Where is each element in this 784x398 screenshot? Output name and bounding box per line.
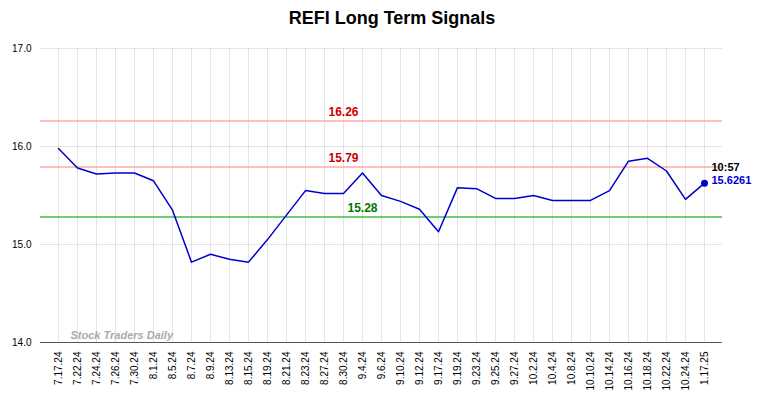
svg-text:8.15.24: 8.15.24	[243, 351, 254, 385]
svg-text:8.9.24: 8.9.24	[205, 351, 216, 379]
svg-text:9.17.24: 9.17.24	[433, 351, 444, 385]
svg-text:8.30.24: 8.30.24	[338, 351, 349, 385]
svg-text:9.12.24: 9.12.24	[414, 351, 425, 385]
svg-text:9.4.24: 9.4.24	[357, 351, 368, 379]
svg-text:7.22.24: 7.22.24	[72, 351, 83, 385]
svg-text:10.4.24: 10.4.24	[547, 351, 558, 385]
svg-text:8.23.24: 8.23.24	[300, 351, 311, 385]
svg-text:7.17.24: 7.17.24	[53, 351, 64, 385]
svg-text:15.0: 15.0	[12, 239, 32, 250]
svg-text:10.2.24: 10.2.24	[528, 351, 539, 385]
svg-text:10:57: 10:57	[712, 161, 740, 173]
svg-text:8.21.24: 8.21.24	[281, 351, 292, 385]
svg-text:16.0: 16.0	[12, 141, 32, 152]
svg-text:15.79: 15.79	[328, 151, 358, 165]
svg-text:7.26.24: 7.26.24	[110, 351, 121, 385]
svg-text:8.27.24: 8.27.24	[319, 351, 330, 385]
svg-text:7.24.24: 7.24.24	[91, 351, 102, 385]
svg-text:14.0: 14.0	[12, 337, 32, 348]
svg-text:15.28: 15.28	[347, 201, 377, 215]
svg-text:10.16.24: 10.16.24	[623, 351, 634, 390]
svg-text:10.10.24: 10.10.24	[585, 351, 596, 390]
svg-text:9.10.24: 9.10.24	[395, 351, 406, 385]
svg-text:17.0: 17.0	[12, 43, 32, 54]
svg-text:15.6261: 15.6261	[712, 174, 752, 186]
svg-text:9.6.24: 9.6.24	[376, 351, 387, 379]
svg-text:9.19.24: 9.19.24	[452, 351, 463, 385]
svg-text:8.5.24: 8.5.24	[167, 351, 178, 379]
svg-text:10.18.24: 10.18.24	[642, 351, 653, 390]
svg-text:Stock Traders Daily: Stock Traders Daily	[71, 329, 174, 341]
svg-text:7.30.24: 7.30.24	[129, 351, 140, 385]
svg-text:10.22.24: 10.22.24	[661, 351, 672, 390]
svg-text:9.23.24: 9.23.24	[471, 351, 482, 385]
svg-text:8.1.24: 8.1.24	[148, 351, 159, 379]
svg-text:10.24.24: 10.24.24	[680, 351, 691, 390]
svg-text:10.14.24: 10.14.24	[604, 351, 615, 390]
svg-text:9.27.24: 9.27.24	[509, 351, 520, 385]
html-text:REFI Long Term Signals: REFI Long Term Signals	[288, 8, 496, 28]
svg-text:8.13.24: 8.13.24	[224, 351, 235, 385]
svg-text:8.7.24: 8.7.24	[186, 351, 197, 379]
svg-text:8.19.24: 8.19.24	[262, 351, 273, 385]
svg-text:10.8.24: 10.8.24	[566, 351, 577, 385]
svg-text:16.26: 16.26	[328, 105, 358, 119]
svg-text:9.25.24: 9.25.24	[490, 351, 501, 385]
svg-text:1.17.25: 1.17.25	[699, 351, 710, 385]
